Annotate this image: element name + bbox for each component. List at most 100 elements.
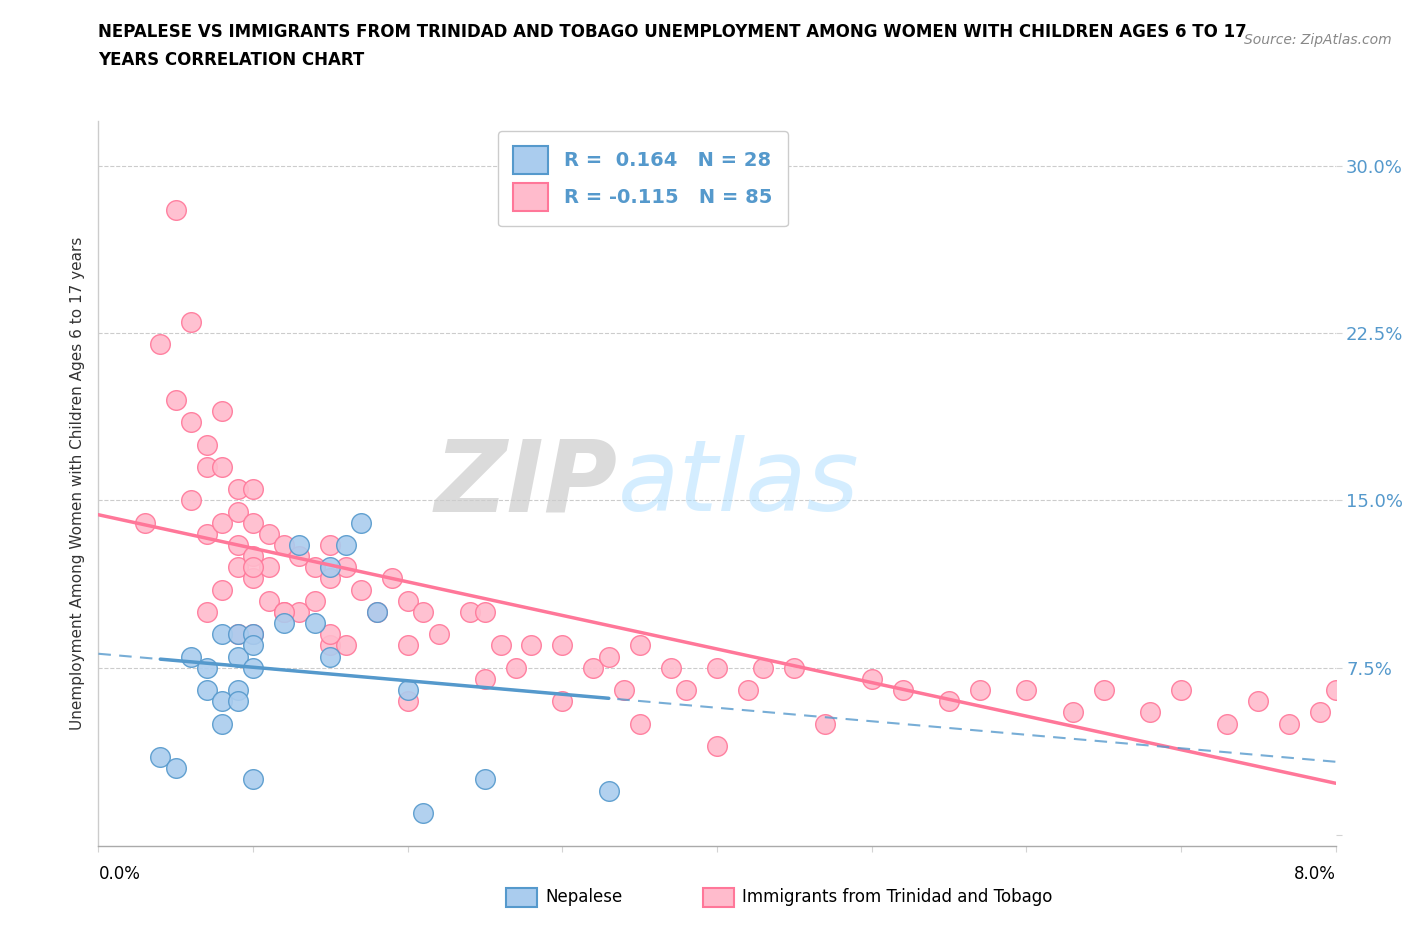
Point [613, 683, 636, 698]
Point [752, 660, 775, 675]
Text: atlas: atlas [619, 435, 859, 532]
Point [288, 538, 311, 552]
Point [226, 504, 249, 519]
Point [396, 593, 419, 608]
Point [396, 694, 419, 709]
Point [165, 203, 187, 218]
Point [474, 671, 496, 686]
Point [134, 515, 156, 530]
Text: ZIP: ZIP [434, 435, 619, 532]
Point [551, 638, 574, 653]
Point [226, 538, 249, 552]
Point [319, 538, 342, 552]
Point [860, 671, 883, 686]
Point [396, 638, 419, 653]
Point [335, 560, 357, 575]
Point [366, 604, 388, 619]
Point [319, 638, 342, 653]
Point [350, 515, 373, 530]
Point [474, 604, 496, 619]
Point [1062, 705, 1084, 720]
Point [195, 437, 218, 452]
Point [366, 604, 388, 619]
Point [381, 571, 404, 586]
Text: 0.0%: 0.0% [98, 865, 141, 883]
Point [304, 593, 326, 608]
Point [211, 404, 233, 418]
Point [1015, 683, 1038, 698]
Point [195, 660, 218, 675]
Point [706, 660, 728, 675]
Point [783, 660, 806, 675]
Text: Source: ZipAtlas.com: Source: ZipAtlas.com [1244, 33, 1392, 46]
Point [938, 694, 960, 709]
Point [427, 627, 450, 642]
Point [180, 314, 202, 329]
Point [737, 683, 759, 698]
Point [226, 683, 249, 698]
Point [520, 638, 543, 653]
Point [180, 649, 202, 664]
Point [211, 716, 233, 731]
Point [474, 772, 496, 787]
Point [1324, 683, 1347, 698]
Point [335, 638, 357, 653]
Text: 8.0%: 8.0% [1294, 865, 1336, 883]
Legend: R =  0.164   N = 28, R = -0.115   N = 85: R = 0.164 N = 28, R = -0.115 N = 85 [498, 130, 787, 227]
Point [412, 604, 434, 619]
Point [242, 482, 264, 497]
Point [489, 638, 512, 653]
Point [598, 649, 620, 664]
Point [211, 459, 233, 474]
Point [195, 459, 218, 474]
Point [180, 415, 202, 430]
Point [211, 515, 233, 530]
Point [551, 694, 574, 709]
Point [242, 571, 264, 586]
Point [273, 604, 295, 619]
Point [226, 560, 249, 575]
Point [242, 515, 264, 530]
Point [675, 683, 697, 698]
Point [242, 560, 264, 575]
Point [1216, 716, 1239, 731]
Point [165, 392, 187, 407]
Point [288, 549, 311, 564]
Point [1247, 694, 1270, 709]
Text: NEPALESE VS IMMIGRANTS FROM TRINIDAD AND TOBAGO UNEMPLOYMENT AMONG WOMEN WITH CH: NEPALESE VS IMMIGRANTS FROM TRINIDAD AND… [98, 23, 1247, 41]
Point [1092, 683, 1115, 698]
Point [226, 627, 249, 642]
Point [226, 694, 249, 709]
Point [598, 783, 620, 798]
Point [242, 549, 264, 564]
Point [1170, 683, 1192, 698]
Point [165, 761, 187, 776]
Point [273, 616, 295, 631]
Point [195, 683, 218, 698]
Point [273, 604, 295, 619]
Point [1139, 705, 1161, 720]
Point [242, 627, 264, 642]
Y-axis label: Unemployment Among Women with Children Ages 6 to 17 years: Unemployment Among Women with Children A… [69, 237, 84, 730]
Point [319, 627, 342, 642]
Point [257, 593, 280, 608]
Point [659, 660, 682, 675]
Point [319, 560, 342, 575]
Point [412, 805, 434, 820]
Point [505, 660, 527, 675]
Point [242, 660, 264, 675]
Point [149, 337, 172, 352]
Point [211, 627, 233, 642]
Point [891, 683, 914, 698]
Point [195, 604, 218, 619]
Point [273, 538, 295, 552]
Point [458, 604, 481, 619]
Text: Immigrants from Trinidad and Tobago: Immigrants from Trinidad and Tobago [742, 888, 1053, 907]
Point [304, 616, 326, 631]
Point [628, 716, 651, 731]
Point [335, 538, 357, 552]
Point [242, 627, 264, 642]
Point [628, 638, 651, 653]
Point [226, 649, 249, 664]
Point [1278, 716, 1301, 731]
